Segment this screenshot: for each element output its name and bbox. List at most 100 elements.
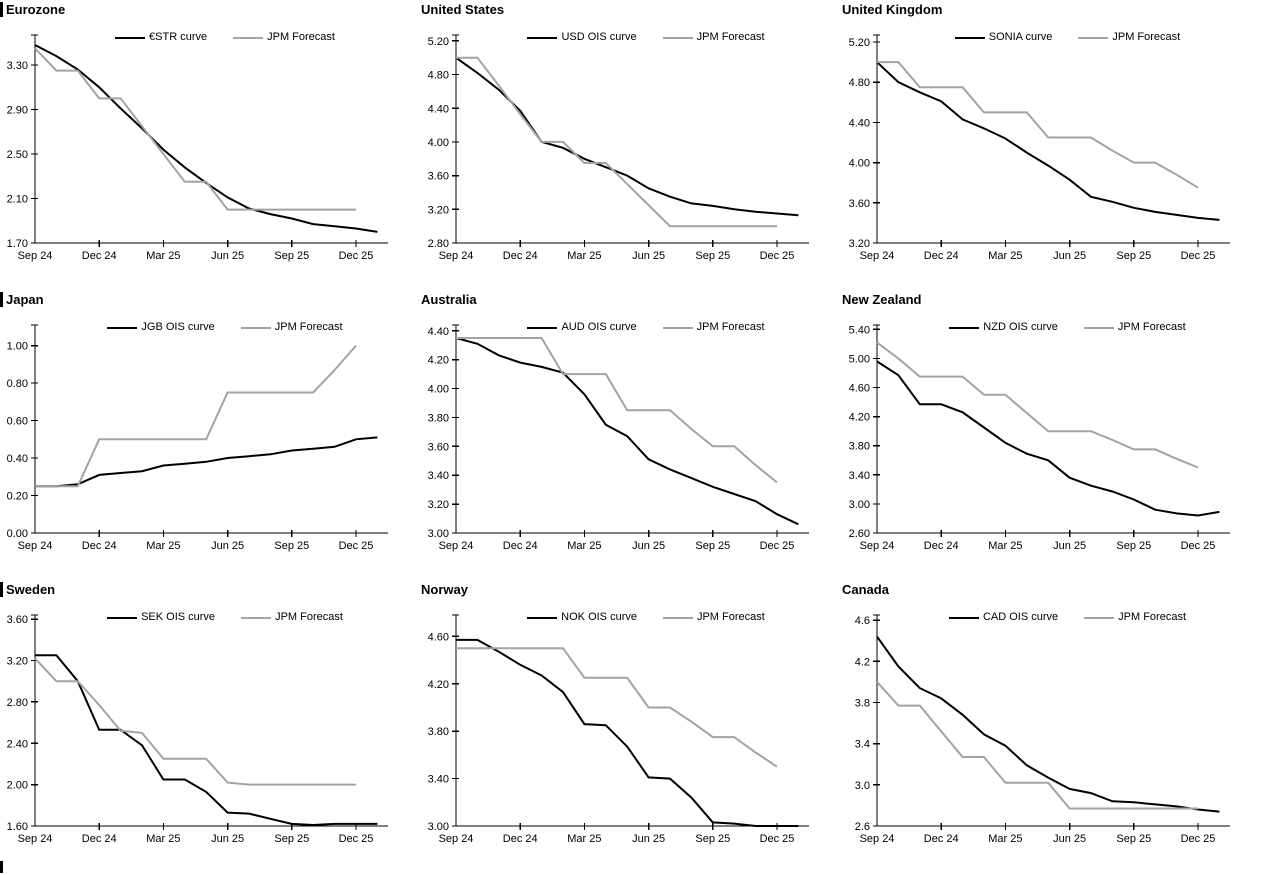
chart-canada: Canada CAD OIS curve JPM Forecast 4.6 4.2…	[842, 580, 1264, 873]
svg-text:Sep 25: Sep 25	[274, 250, 309, 262]
svg-text:Dec 25: Dec 25	[339, 833, 374, 845]
svg-text:2.6: 2.6	[855, 821, 870, 833]
svg-text:3.20: 3.20	[7, 656, 28, 668]
svg-text:Sep 24: Sep 24	[18, 833, 53, 845]
chart-australia: Australia AUD OIS curve JPM Forecast 4.4…	[421, 290, 842, 580]
svg-text:Sep 25: Sep 25	[1116, 833, 1151, 845]
svg-text:3.4: 3.4	[855, 739, 870, 751]
chart-title: United Kingdom	[842, 2, 943, 17]
svg-text:3.80: 3.80	[428, 726, 449, 738]
svg-text:3.20: 3.20	[849, 238, 870, 250]
svg-text:Dec 25: Dec 25	[1181, 833, 1216, 845]
svg-text:5.40: 5.40	[849, 324, 870, 336]
svg-text:5.20: 5.20	[849, 37, 870, 49]
svg-text:Mar 25: Mar 25	[146, 540, 180, 552]
chart-title: New Zealand	[842, 292, 922, 307]
svg-text:Jun 25: Jun 25	[632, 250, 665, 262]
svg-text:2.10: 2.10	[7, 194, 28, 206]
svg-text:Dec 25: Dec 25	[1181, 540, 1216, 552]
svg-text:3.20: 3.20	[428, 204, 449, 216]
svg-text:Mar 25: Mar 25	[146, 250, 180, 262]
svg-text:Sep 24: Sep 24	[439, 250, 474, 262]
svg-text:4.40: 4.40	[428, 326, 449, 338]
svg-text:Sep 25: Sep 25	[695, 833, 730, 845]
svg-text:Dec 24: Dec 24	[503, 833, 538, 845]
svg-text:3.0: 3.0	[855, 780, 870, 792]
svg-text:3.40: 3.40	[428, 470, 449, 482]
chart-title-row: Eurozone	[0, 0, 421, 19]
chart-sweden: Sweden SEK OIS curve JPM Forecast 3.60 3.…	[0, 580, 421, 873]
svg-text:4.00: 4.00	[849, 158, 870, 170]
svg-text:3.60: 3.60	[7, 614, 28, 626]
svg-text:2.00: 2.00	[7, 780, 28, 792]
svg-text:4.40: 4.40	[428, 103, 449, 115]
chart-title: Norway	[421, 582, 468, 597]
svg-text:Sep 24: Sep 24	[860, 540, 895, 552]
svg-text:Dec 25: Dec 25	[339, 250, 374, 262]
svg-text:3.20: 3.20	[428, 499, 449, 511]
svg-text:2.90: 2.90	[7, 105, 28, 117]
svg-text:Dec 24: Dec 24	[924, 250, 959, 262]
svg-text:Sep 25: Sep 25	[274, 540, 309, 552]
svg-text:2.80: 2.80	[428, 238, 449, 250]
svg-text:4.60: 4.60	[428, 631, 449, 643]
svg-text:Sep 25: Sep 25	[695, 540, 730, 552]
chart-title-row: New Zealand	[842, 290, 1264, 309]
chart-eurozone: Eurozone €STR curve JPM Forecast 3.30 2.9…	[0, 0, 421, 290]
svg-text:Sep 24: Sep 24	[439, 833, 474, 845]
svg-text:Sep 25: Sep 25	[274, 833, 309, 845]
chart-title: Australia	[421, 292, 477, 307]
svg-text:3.80: 3.80	[849, 441, 870, 453]
svg-text:Jun 25: Jun 25	[1053, 833, 1086, 845]
svg-text:Sep 25: Sep 25	[695, 250, 730, 262]
svg-text:Dec 25: Dec 25	[339, 540, 374, 552]
svg-text:2.80: 2.80	[7, 697, 28, 709]
svg-text:Jun 25: Jun 25	[632, 833, 665, 845]
svg-text:3.00: 3.00	[428, 821, 449, 833]
svg-text:4.80: 4.80	[849, 77, 870, 89]
svg-text:Mar 25: Mar 25	[567, 250, 601, 262]
svg-text:4.00: 4.00	[428, 137, 449, 149]
svg-text:3.60: 3.60	[428, 171, 449, 183]
svg-text:3.40: 3.40	[849, 470, 870, 482]
svg-text:1.60: 1.60	[7, 821, 28, 833]
section-marker	[0, 2, 3, 17]
chart-title: Eurozone	[6, 2, 66, 17]
svg-text:Sep 24: Sep 24	[18, 250, 53, 262]
chart-title-row: United Kingdom	[842, 0, 1264, 19]
svg-text:4.2: 4.2	[855, 656, 870, 668]
svg-text:4.20: 4.20	[428, 679, 449, 691]
svg-text:4.00: 4.00	[428, 384, 449, 396]
svg-text:1.00: 1.00	[7, 341, 28, 353]
svg-text:Jun 25: Jun 25	[1053, 250, 1086, 262]
svg-text:Sep 25: Sep 25	[1116, 540, 1151, 552]
svg-text:Dec 24: Dec 24	[503, 540, 538, 552]
svg-text:Jun 25: Jun 25	[632, 540, 665, 552]
svg-text:Dec 25: Dec 25	[760, 250, 795, 262]
svg-text:3.60: 3.60	[428, 441, 449, 453]
svg-text:3.8: 3.8	[855, 697, 870, 709]
svg-text:Sep 24: Sep 24	[860, 250, 895, 262]
svg-text:1.70: 1.70	[7, 238, 28, 250]
next-section-marker	[0, 861, 3, 873]
svg-text:2.40: 2.40	[7, 738, 28, 750]
svg-text:Dec 25: Dec 25	[760, 540, 795, 552]
svg-text:0.40: 0.40	[7, 453, 28, 465]
svg-text:5.00: 5.00	[849, 353, 870, 365]
svg-text:Mar 25: Mar 25	[146, 833, 180, 845]
chart-norway: Norway NOK OIS curve JPM Forecast 4.60 4.…	[421, 580, 842, 873]
svg-text:4.20: 4.20	[428, 355, 449, 367]
svg-text:Dec 24: Dec 24	[924, 540, 959, 552]
svg-text:Sep 25: Sep 25	[1116, 250, 1151, 262]
section-marker	[0, 582, 3, 597]
svg-text:Dec 24: Dec 24	[82, 250, 117, 262]
svg-text:Jun 25: Jun 25	[211, 540, 244, 552]
chart-title: United States	[421, 2, 505, 17]
svg-text:Sep 24: Sep 24	[18, 540, 53, 552]
svg-text:3.80: 3.80	[428, 412, 449, 424]
